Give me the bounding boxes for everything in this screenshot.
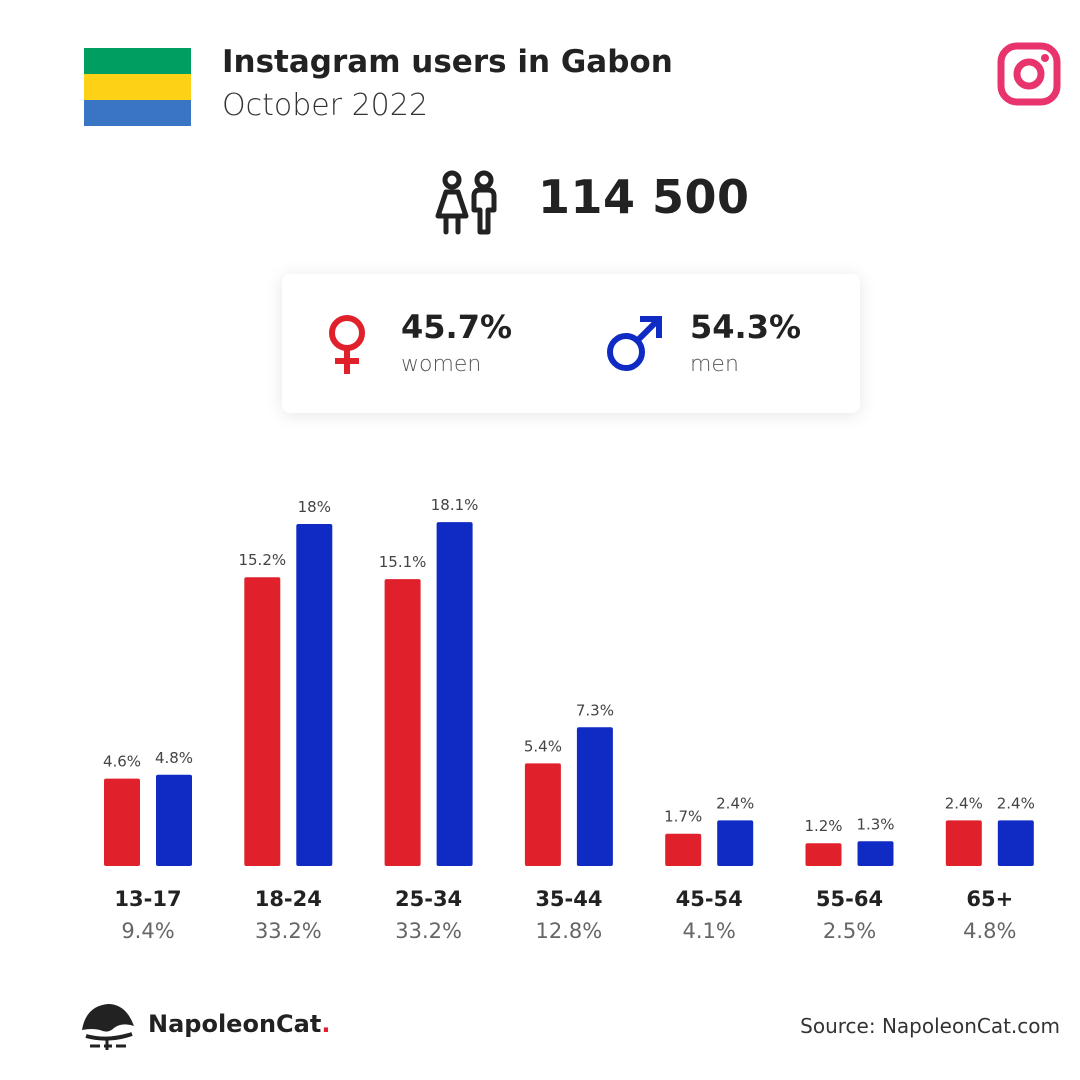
bar-men-13-17 (156, 774, 192, 866)
brand-name-text: NapoleonCat (148, 1010, 322, 1038)
women-label: women (401, 352, 482, 377)
data-label-women-55-64: 1.2% (804, 817, 842, 835)
female-symbol-icon (329, 315, 365, 374)
brand-name-dot: . (321, 1010, 331, 1038)
bar-men-55-64 (857, 841, 894, 866)
category-label-25-34: 25-34 (395, 887, 462, 911)
men-label: men (690, 352, 739, 377)
data-label-women-18-24: 15.2% (238, 551, 286, 569)
data-label-women-35-44: 5.4% (524, 737, 562, 755)
page-title: Instagram users in Gabon (222, 44, 673, 80)
category-total-18-24: 33.2% (255, 919, 322, 943)
men-percentage: 54.3% (690, 308, 802, 346)
people-icon (435, 170, 497, 235)
bar-men-25-34 (436, 522, 473, 866)
category-total-65+: 4.8% (963, 919, 1016, 943)
data-label-women-65+: 2.4% (945, 794, 983, 812)
data-label-men-55-64: 1.3% (856, 815, 894, 833)
flag-stripe-blue (84, 100, 191, 126)
source-text: Source: NapoleonCat.com (800, 1014, 1060, 1038)
category-label-55-64: 55-64 (816, 887, 883, 911)
data-label-men-18-24: 18% (298, 498, 331, 516)
data-label-men-65+: 2.4% (997, 794, 1035, 812)
bar-men-45-54 (717, 820, 754, 866)
bar-women-65+ (945, 820, 982, 866)
category-total-35-44: 12.8% (536, 919, 603, 943)
data-label-men-25-34: 18.1% (431, 496, 479, 514)
gender-card: 45.7% women 54.3% men (282, 274, 860, 413)
gabon-flag-icon (84, 48, 191, 126)
total-users: 114 500 (538, 170, 750, 224)
bar-women-18-24 (244, 577, 281, 866)
flag-stripe-green (84, 48, 191, 74)
data-label-men-13-17: 4.8% (155, 749, 193, 767)
data-label-men-45-54: 2.4% (716, 794, 754, 812)
bar-men-18-24 (296, 524, 333, 866)
instagram-icon (997, 42, 1061, 106)
category-label-18-24: 18-24 (255, 887, 322, 911)
bar-men-65+ (997, 820, 1034, 866)
bar-women-35-44 (524, 763, 561, 866)
category-total-25-34: 33.2% (395, 919, 462, 943)
male-symbol-icon (607, 316, 662, 371)
women-percentage: 45.7% (401, 308, 513, 346)
bar-women-55-64 (805, 843, 842, 866)
category-total-55-64: 2.5% (823, 919, 876, 943)
page-subtitle: October 2022 (222, 88, 428, 123)
flag-stripe-yellow (84, 74, 191, 100)
category-label-65+: 65+ (966, 887, 1013, 911)
bar-men-35-44 (576, 727, 613, 866)
category-label-13-17: 13-17 (114, 887, 181, 911)
brand-name: NapoleonCat. (148, 1010, 330, 1038)
category-total-13-17: 9.4% (121, 919, 174, 943)
age-gender-bar-chart: 4.6% 4.8% 13-17 9.4% 15.2% 18% 18-24 33.2% 15.1%… (103, 496, 1035, 943)
category-label-45-54: 45-54 (676, 887, 743, 911)
data-label-men-35-44: 7.3% (576, 701, 614, 719)
category-label-35-44: 35-44 (535, 887, 602, 911)
data-label-women-25-34: 15.1% (379, 553, 427, 571)
napoleoncat-logo-icon (82, 1004, 134, 1050)
category-total-45-54: 4.1% (683, 919, 736, 943)
data-label-women-45-54: 1.7% (664, 808, 702, 826)
data-label-women-13-17: 4.6% (103, 753, 141, 771)
bar-women-25-34 (384, 579, 421, 866)
bar-women-45-54 (665, 833, 702, 866)
bar-women-13-17 (104, 778, 140, 866)
